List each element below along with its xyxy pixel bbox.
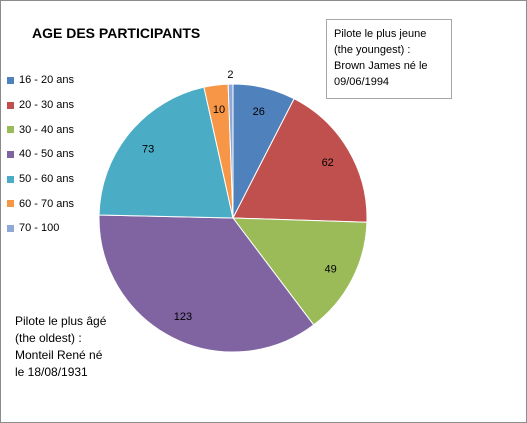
legend-item: 60 - 70 ans xyxy=(7,191,74,216)
legend-label: 40 - 50 ans xyxy=(19,148,75,161)
legend-label: 50 - 60 ans xyxy=(19,173,75,186)
legend-item: 30 - 40 ans xyxy=(7,117,74,142)
pie-slice xyxy=(232,98,368,223)
legend-swatch xyxy=(7,200,14,208)
slice-data-label: 73 xyxy=(142,143,154,155)
slice-data-label: 49 xyxy=(324,264,336,276)
legend: 16 - 20 ans 20 - 30 ans 30 - 40 ans 40 - 50… xyxy=(7,68,74,241)
legend-swatch xyxy=(7,175,14,183)
chart-title: AGE DES PARTICIPANTS xyxy=(32,25,201,41)
slice-data-label: 26 xyxy=(253,106,265,118)
pie-slice xyxy=(231,217,368,326)
legend-item: 16 - 20 ans xyxy=(7,68,74,93)
legend-item: 40 - 50 ans xyxy=(7,142,74,167)
legend-swatch xyxy=(7,76,14,84)
slice-data-label: 62 xyxy=(322,157,334,169)
legend-swatch xyxy=(7,101,14,109)
legend-swatch xyxy=(7,150,14,158)
slice-data-label: 10 xyxy=(213,104,225,116)
slice-data-label: 123 xyxy=(174,311,192,323)
pie-slice xyxy=(227,83,234,219)
youngest-pilot-note: Pilote le plus jeune (the youngest) : Br… xyxy=(326,19,452,99)
pie-slice xyxy=(98,214,315,353)
legend-swatch xyxy=(7,224,14,232)
slice-data-label: 2 xyxy=(227,69,233,81)
oldest-pilot-note: Pilote le plus âgé (the oldest) : Montei… xyxy=(15,314,107,379)
legend-label: 70 - 100 xyxy=(19,222,60,235)
legend-swatch xyxy=(7,126,14,134)
legend-label: 30 - 40 ans xyxy=(19,123,75,136)
legend-label: 60 - 70 ans xyxy=(19,197,75,210)
pie-slice xyxy=(98,86,234,219)
legend-item: 50 - 60 ans xyxy=(7,167,74,192)
legend-label: 20 - 30 ans xyxy=(19,99,75,112)
legend-item: 20 - 30 ans xyxy=(7,93,74,118)
legend-item: 70 - 100 xyxy=(7,216,74,241)
legend-label: 16 - 20 ans xyxy=(19,74,75,87)
